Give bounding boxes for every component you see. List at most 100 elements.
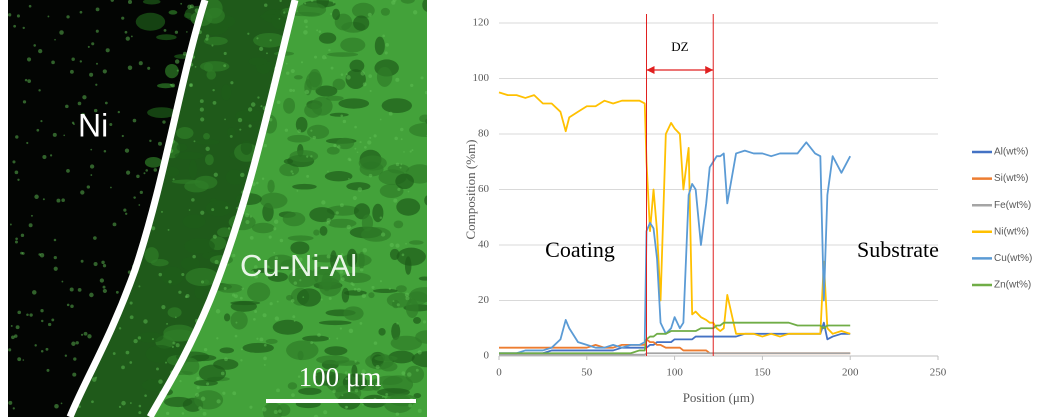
texture <box>203 279 210 285</box>
texture <box>422 320 427 324</box>
texture <box>73 357 77 361</box>
texture <box>343 306 364 321</box>
texture <box>24 78 28 82</box>
texture <box>93 108 98 113</box>
texture <box>196 376 200 381</box>
texture <box>285 62 288 65</box>
x-tick-label: 150 <box>754 367 771 379</box>
texture <box>188 209 191 211</box>
legend-label: Zn(wt%) <box>994 280 1031 291</box>
texture <box>361 214 374 232</box>
texture <box>102 264 107 268</box>
texture <box>161 305 166 310</box>
texture <box>287 235 314 241</box>
texture <box>415 368 419 372</box>
texture <box>70 304 74 309</box>
texture <box>167 307 182 318</box>
texture <box>255 181 259 185</box>
texture <box>253 32 286 48</box>
texture <box>405 296 410 301</box>
texture <box>151 338 154 341</box>
texture <box>359 267 364 272</box>
texture <box>229 134 233 138</box>
texture <box>69 287 74 292</box>
texture <box>395 243 400 248</box>
texture <box>165 63 179 79</box>
texture <box>129 315 134 320</box>
texture <box>287 134 311 143</box>
texture <box>11 335 15 340</box>
texture <box>348 178 350 180</box>
texture <box>121 134 124 138</box>
texture <box>333 144 337 148</box>
texture <box>283 11 286 14</box>
texture <box>360 71 365 76</box>
texture <box>359 321 363 325</box>
texture <box>136 174 140 179</box>
texture <box>324 346 348 356</box>
texture <box>10 325 13 327</box>
texture <box>133 196 136 199</box>
texture <box>314 374 317 376</box>
texture <box>268 235 272 239</box>
texture <box>156 367 159 371</box>
texture <box>393 198 398 203</box>
texture <box>138 285 141 288</box>
texture <box>118 405 122 408</box>
texture <box>290 298 295 303</box>
texture <box>102 69 107 74</box>
texture <box>263 343 267 347</box>
texture <box>274 316 280 321</box>
texture <box>51 318 55 322</box>
texture <box>223 287 227 291</box>
texture <box>320 298 323 301</box>
texture <box>129 361 133 364</box>
texture <box>392 0 397 2</box>
texture <box>284 128 289 132</box>
texture <box>326 146 340 155</box>
texture <box>263 356 267 361</box>
texture <box>206 382 210 386</box>
texture <box>66 303 70 307</box>
texture <box>401 253 405 257</box>
texture <box>276 100 281 105</box>
texture <box>342 119 347 124</box>
texture <box>409 287 427 302</box>
texture <box>126 170 131 175</box>
texture <box>266 52 268 55</box>
texture <box>332 389 336 394</box>
texture <box>109 123 113 127</box>
texture <box>225 169 245 185</box>
texture <box>205 146 210 152</box>
texture <box>417 350 422 355</box>
texture <box>379 216 383 220</box>
texture <box>171 83 176 88</box>
texture <box>17 178 20 181</box>
texture <box>237 117 243 123</box>
texture <box>359 141 362 144</box>
texture <box>300 61 304 64</box>
texture <box>200 396 206 402</box>
texture <box>369 136 372 139</box>
texture <box>202 411 207 416</box>
texture <box>332 78 346 90</box>
texture <box>26 141 29 145</box>
texture <box>34 194 39 200</box>
texture <box>409 150 412 153</box>
texture <box>232 253 236 258</box>
texture <box>90 148 93 151</box>
texture <box>174 59 180 64</box>
texture <box>352 283 355 287</box>
texture <box>46 368 50 372</box>
texture <box>302 335 330 342</box>
annotation: Substrate <box>857 237 939 262</box>
texture <box>198 406 202 411</box>
texture <box>64 354 68 357</box>
texture <box>353 15 370 31</box>
texture <box>328 337 331 340</box>
boundary <box>146 0 299 417</box>
texture <box>9 223 12 226</box>
texture <box>105 48 110 53</box>
texture <box>354 389 359 393</box>
texture <box>411 149 414 152</box>
